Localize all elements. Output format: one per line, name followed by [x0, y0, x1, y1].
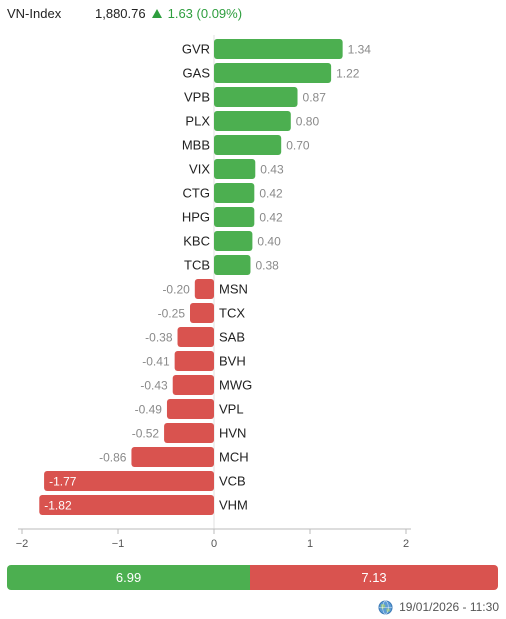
value-label-ctg: 0.42: [259, 187, 283, 201]
category-label-vpb: VPB: [184, 90, 210, 105]
category-label-vix: VIX: [189, 162, 210, 177]
x-tick-label: −2: [16, 538, 29, 550]
category-label-hpg: HPG: [182, 210, 210, 225]
bar-mwg: [172, 375, 214, 395]
bar-sab: [177, 327, 214, 347]
timestamp: 19/01/2026 - 11:30: [399, 600, 499, 614]
category-label-vcb: VCB: [219, 474, 246, 489]
positive-summary-segment: 6.99: [7, 565, 251, 590]
category-label-gvr: GVR: [182, 42, 210, 57]
negative-summary-value: 7.13: [361, 570, 387, 585]
category-label-vpl: VPL: [219, 402, 244, 417]
bar-bvh: [174, 351, 214, 371]
category-label-tcb: TCB: [184, 258, 210, 273]
index-name: VN-Index: [7, 5, 62, 21]
summary-bar: 6.99 7.13: [7, 565, 498, 590]
value-label-mwg: -0.43: [140, 379, 168, 393]
index-change: 1.63 (0.09%): [151, 5, 243, 21]
value-label-mbb: 0.70: [286, 139, 310, 153]
index-header: VN-Index 1,880.76 1.63 (0.09%): [7, 4, 242, 22]
bar-ctg: [214, 183, 255, 203]
category-label-kbc: KBC: [183, 234, 210, 249]
value-label-sab: -0.38: [145, 331, 173, 345]
category-label-plx: PLX: [185, 114, 210, 129]
category-label-mbb: MBB: [182, 138, 210, 153]
value-label-bvh: -0.41: [142, 355, 170, 369]
category-label-msn: MSN: [219, 282, 248, 297]
bar-vcb: [44, 471, 214, 491]
contribution-bar-chart: GVR 1.34 GAS 1.22 VPB 0.87 PLX 0.80 MBB 0.70 VIX 0.…: [16, 35, 411, 550]
positive-summary-value: 6.99: [115, 570, 142, 585]
category-label-hvn: HVN: [219, 426, 246, 441]
category-label-mwg: MWG: [219, 378, 252, 393]
value-label-vpb: 0.87: [303, 91, 327, 105]
bar-vhm: [39, 495, 214, 515]
bar-vix: [214, 159, 256, 179]
up-triangle-icon: [151, 8, 162, 18]
category-label-mch: MCH: [219, 450, 249, 465]
bar-kbc: [214, 231, 253, 251]
category-label-tcx: TCX: [219, 306, 245, 321]
bar-mch: [131, 447, 214, 467]
bar-mbb: [214, 135, 282, 155]
value-label-msn: -0.20: [162, 283, 190, 297]
bar-vpb: [214, 87, 298, 107]
value-label-vcb: -1.77: [49, 475, 77, 489]
value-label-gas: 1.22: [336, 67, 360, 81]
footer-timestamp: 19/01/2026 - 11:30: [378, 599, 499, 615]
value-label-vix: 0.43: [260, 163, 284, 177]
index-value: 1,880.76: [95, 5, 146, 21]
value-label-vhm: -1.82: [44, 499, 72, 513]
bar-hpg: [214, 207, 255, 227]
x-tick-label: −1: [112, 538, 125, 550]
bar-vpl: [166, 399, 214, 419]
bar-tcb: [214, 255, 251, 275]
x-tick-label: 2: [403, 538, 409, 550]
value-label-tcx: -0.25: [158, 307, 186, 321]
category-label-gas: GAS: [183, 66, 211, 81]
bar-plx: [214, 111, 291, 131]
category-label-vhm: VHM: [219, 498, 248, 513]
value-label-kbc: 0.40: [257, 235, 281, 249]
index-change-text: 1.63 (0.09%): [167, 5, 243, 21]
category-label-ctg: CTG: [183, 186, 210, 201]
category-label-bvh: BVH: [219, 354, 246, 369]
value-label-mch: -0.86: [99, 451, 127, 465]
bar-hvn: [164, 423, 214, 443]
bar-msn: [194, 279, 214, 299]
value-label-tcb: 0.38: [255, 259, 279, 273]
globe-icon: [378, 599, 393, 615]
bar-gvr: [214, 39, 343, 59]
bar-tcx: [190, 303, 214, 323]
category-label-sab: SAB: [219, 330, 245, 345]
value-label-hpg: 0.42: [259, 211, 283, 225]
x-tick-label: 0: [211, 538, 217, 550]
value-label-gvr: 1.34: [348, 43, 372, 57]
x-tick-label: 1: [307, 538, 313, 550]
negative-summary-segment: 7.13: [250, 565, 498, 590]
value-label-vpl: -0.49: [135, 403, 163, 417]
value-label-hvn: -0.52: [132, 427, 160, 441]
bar-gas: [214, 63, 332, 83]
value-label-plx: 0.80: [296, 115, 320, 129]
